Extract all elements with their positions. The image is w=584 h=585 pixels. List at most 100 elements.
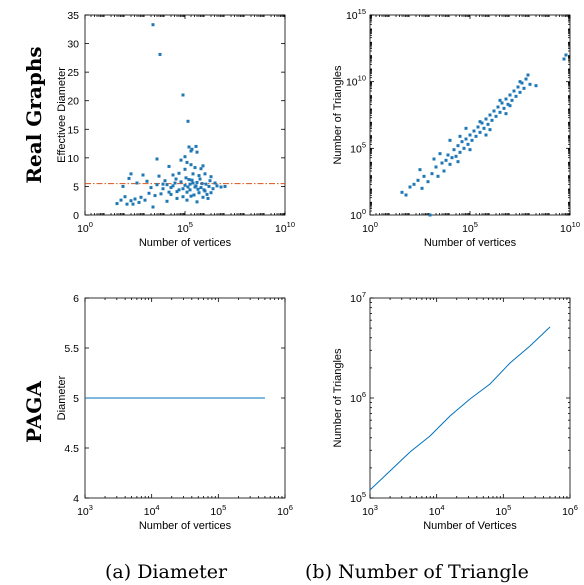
- y-tick-label: 5: [73, 181, 79, 193]
- data-point: [185, 198, 189, 202]
- data-point: [474, 134, 478, 138]
- data-point: [436, 174, 440, 178]
- data-point: [215, 184, 219, 188]
- data-point: [492, 109, 496, 113]
- data-point: [125, 202, 129, 206]
- data-point: [468, 133, 472, 137]
- data-point: [198, 177, 202, 181]
- y-tick-label: 5: [73, 393, 79, 405]
- data-point: [213, 181, 217, 185]
- data-point: [195, 150, 199, 154]
- data-point: [209, 175, 213, 179]
- data-point: [223, 184, 227, 188]
- data-point: [502, 106, 506, 110]
- data-point: [171, 173, 175, 177]
- data-point: [195, 200, 199, 204]
- y-tick-label: 100: [350, 207, 366, 222]
- data-point: [199, 186, 203, 190]
- data-point: [165, 199, 169, 203]
- data-point: [498, 98, 502, 102]
- axes-box: [369, 14, 571, 216]
- data-point: [119, 198, 123, 202]
- y-tick-label: 4: [73, 493, 79, 505]
- data-point: [175, 196, 179, 200]
- data-point: [141, 173, 145, 177]
- data-point: [460, 140, 464, 144]
- y-tick-label: 106: [350, 390, 366, 405]
- data-point: [508, 104, 512, 108]
- data-point: [211, 187, 215, 191]
- data-point: [139, 195, 143, 199]
- data-point: [188, 188, 192, 192]
- data-point: [137, 200, 141, 204]
- data-point: [165, 183, 169, 187]
- data-point: [169, 192, 173, 196]
- data-point: [426, 180, 430, 184]
- caption-triangles: (b) Number of Triangle: [305, 561, 529, 583]
- data-point: [157, 174, 161, 178]
- data-point: [163, 179, 167, 183]
- data-point: [179, 180, 183, 184]
- y-tick-label: 25: [67, 67, 79, 79]
- data-point: [510, 98, 514, 102]
- data-point: [115, 202, 119, 206]
- data-point: [504, 97, 508, 101]
- data-point: [470, 138, 474, 142]
- data-point: [123, 195, 127, 199]
- data-point: [412, 182, 416, 186]
- y-tick-label: 4.5: [64, 443, 79, 455]
- data-point: [151, 205, 155, 209]
- x-tick-label: 104: [429, 503, 445, 518]
- data-point: [208, 179, 212, 183]
- data-point: [167, 164, 171, 168]
- y-tick-label: 107: [350, 290, 366, 305]
- x-tick-label: 103: [362, 503, 378, 518]
- data-point: [161, 187, 165, 191]
- data-point: [448, 162, 452, 166]
- y-axis-label: Effectivee Diameter: [56, 67, 68, 163]
- data-point: [135, 181, 139, 185]
- data-point: [466, 142, 470, 146]
- data-point: [442, 169, 446, 173]
- caption-diameter: (a) Diameter: [105, 561, 228, 583]
- y-tick-label: 10: [67, 153, 79, 165]
- data-point: [456, 144, 460, 148]
- data-point: [422, 174, 426, 178]
- y-tick-label: 20: [67, 96, 79, 108]
- data-point: [512, 89, 516, 93]
- data-point: [486, 122, 490, 126]
- data-point: [147, 191, 151, 195]
- data-point: [446, 153, 450, 157]
- x-axis-label: Number of vertices: [424, 237, 517, 249]
- data-point: [514, 94, 518, 98]
- data-point: [482, 126, 486, 130]
- data-point: [194, 144, 198, 148]
- data-point: [458, 150, 462, 154]
- data-point: [191, 172, 195, 176]
- data-point: [450, 156, 454, 160]
- data-point: [121, 184, 125, 188]
- data-point: [494, 114, 498, 118]
- data-point: [158, 52, 162, 56]
- data-point: [153, 194, 157, 198]
- panel-real-triangles: 100 105 1010 100 105 1010 1015 Number of vertic…: [332, 7, 580, 249]
- data-point: [189, 163, 193, 167]
- data-point: [203, 189, 207, 193]
- data-point: [203, 172, 207, 176]
- x-tick-label: 105: [210, 503, 226, 518]
- data-point: [205, 192, 209, 196]
- data-point: [191, 181, 195, 185]
- x-tick-label: 104: [144, 503, 160, 518]
- data-point: [167, 190, 171, 194]
- x-tick-label: 103: [77, 503, 93, 518]
- data-point: [464, 137, 468, 141]
- data-point: [534, 84, 538, 88]
- data-point: [506, 102, 510, 106]
- y-tick-label: 1010: [346, 74, 366, 89]
- data-point: [520, 81, 524, 85]
- y-tick-label: 30: [67, 39, 79, 51]
- x-tick-label: 105: [177, 220, 193, 235]
- data-point: [185, 160, 189, 164]
- data-point: [155, 183, 159, 187]
- data-point: [189, 149, 193, 153]
